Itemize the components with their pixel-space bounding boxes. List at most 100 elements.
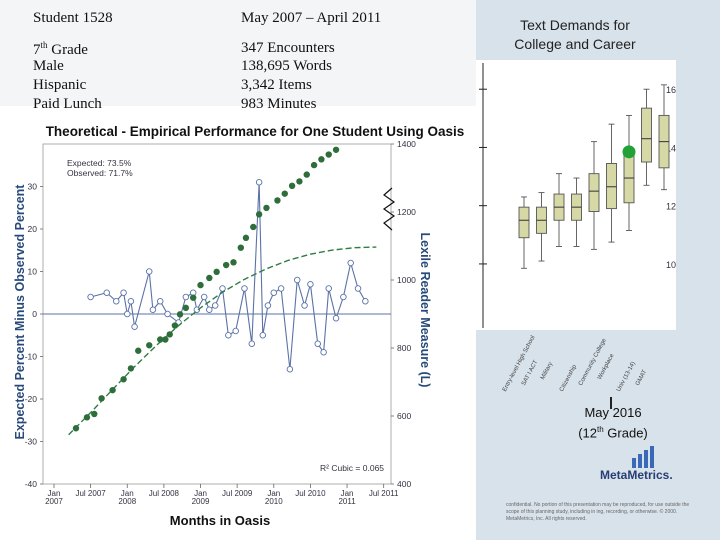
- boxplot-tick-label: 1200: [666, 202, 676, 212]
- box-iqr: [641, 107, 652, 163]
- y-right-tick-label: 1000: [397, 275, 416, 285]
- observed-point: [362, 297, 369, 305]
- metametrics-logo: MetaMetrics.: [600, 468, 673, 482]
- chart-title: Theoretical - Empirical Performance for …: [45, 124, 465, 139]
- student-highlight-point: [622, 145, 636, 159]
- y-right-tick-label: 1400: [397, 140, 416, 149]
- lexile-point: [182, 304, 190, 312]
- observed-point: [354, 285, 362, 292]
- observed-point: [87, 293, 94, 301]
- y-right-tick-label: 800: [397, 343, 411, 353]
- boxplot-tick-label: 1600: [666, 85, 676, 95]
- grade-label: Univ (13-14): [616, 360, 637, 393]
- student-info-panel: [0, 0, 476, 106]
- lexile-point: [189, 294, 197, 301]
- observed-point: [149, 306, 157, 313]
- lexile-point: [127, 365, 135, 372]
- observed-point: [259, 331, 267, 339]
- observed-point: [131, 323, 138, 330]
- grade-labels: Entry-level High School SAT I ACT Military…: [488, 328, 668, 398]
- lexile-point: [318, 156, 325, 163]
- y-left-tick-label: 30: [28, 182, 38, 192]
- x-tick-label: Jan: [341, 489, 354, 498]
- confidential-footer: confidential. No portion of this present…: [506, 502, 690, 522]
- box-iqr: [606, 163, 617, 210]
- x-tick-label: Jul 2010: [295, 489, 326, 498]
- y-left-tick-label: -20: [25, 394, 38, 404]
- lexile-point: [98, 395, 105, 402]
- observed-point: [193, 306, 201, 313]
- observed-point: [320, 348, 327, 356]
- lexile-point: [135, 347, 142, 354]
- lexile-point: [263, 204, 270, 212]
- observed-point: [325, 285, 332, 292]
- y-right-tick-label: 400: [397, 479, 411, 489]
- grade-label: Citizenship: [559, 364, 579, 393]
- y-left-tick-label: 20: [28, 224, 38, 234]
- observed-point: [127, 297, 135, 305]
- x-tick-label-year: 2007: [45, 497, 63, 506]
- x-tick-label: Jul 2011: [369, 489, 399, 498]
- observed-point: [103, 289, 110, 296]
- student-lunch: Paid Lunch: [33, 96, 102, 112]
- lexile-point: [213, 268, 220, 276]
- lexile-point: [162, 336, 169, 343]
- observed-point: [332, 314, 340, 322]
- lexile-point: [325, 151, 332, 158]
- observed-point: [286, 365, 294, 373]
- student-ethnicity: Hispanic: [33, 77, 87, 93]
- x-tick-label: Jan: [194, 489, 207, 498]
- observed-point: [120, 289, 127, 296]
- boxplot-tick-label: 1000: [666, 260, 676, 270]
- box-iqr: [518, 206, 530, 239]
- y-right-tick-label: 600: [397, 411, 411, 421]
- minutes-count: 983 Minutes: [241, 96, 317, 112]
- observed-point: [211, 302, 219, 309]
- x-tick-label: Jan: [267, 489, 280, 498]
- cubic-fit-line: [68, 246, 377, 436]
- lexile-point: [109, 386, 116, 394]
- lexile-point: [237, 244, 245, 251]
- may-2016-label: May 2016 (12th Grade): [578, 405, 648, 441]
- observed-point: [264, 302, 272, 309]
- observed-point: [314, 340, 321, 347]
- x-tick-label-year: 2010: [265, 497, 283, 506]
- metametrics-logo-icon: [632, 446, 654, 468]
- x-axis-title: Months in Oasis: [169, 513, 271, 528]
- observed-point: [270, 289, 278, 296]
- y-axis-left-label: Expected Percent Minus Observed Percent: [13, 184, 27, 440]
- observed-point: [225, 331, 232, 339]
- x-tick-label-year: 2011: [338, 497, 356, 506]
- lexile-point: [166, 331, 173, 338]
- y-right-tick-label: 1200: [397, 207, 416, 217]
- encounters-count: 347 Encounters: [241, 40, 335, 56]
- observed-annotation: Observed: 71.7%: [67, 168, 133, 178]
- x-tick-label: Jul 2007: [75, 489, 106, 498]
- lexile-point: [288, 182, 296, 190]
- x-tick-label-year: 2009: [192, 497, 210, 506]
- x-tick-label-year: 2008: [118, 497, 136, 506]
- lexile-point: [171, 322, 179, 329]
- observed-point: [277, 285, 285, 292]
- observed-point: [347, 259, 354, 267]
- observed-point: [293, 276, 301, 284]
- lexile-point: [197, 281, 204, 289]
- x-tick-label: Jul 2008: [149, 489, 180, 498]
- lexile-point: [310, 161, 318, 169]
- grade-label: Military: [540, 361, 555, 381]
- lexile-point: [255, 211, 263, 218]
- lexile-point: [332, 146, 340, 153]
- y-left-tick-label: -30: [25, 437, 38, 447]
- observed-point: [200, 293, 208, 301]
- box-iqr: [623, 151, 635, 204]
- x-tick-label: Jan: [121, 489, 134, 498]
- text-demands-boxplot: 1000 1200 1400 1600: [476, 60, 676, 330]
- lexile-point: [146, 342, 153, 349]
- lexile-point: [91, 410, 98, 418]
- text-demands-title: Text Demands for College and Career: [514, 17, 636, 52]
- lexile-point: [120, 376, 127, 383]
- y-axis-right-label: Lexile Reader Measure (L): [418, 232, 432, 388]
- student-grade: 7th Grade: [33, 40, 88, 58]
- grade-label: Workplace: [597, 353, 616, 381]
- lexile-point: [303, 171, 310, 178]
